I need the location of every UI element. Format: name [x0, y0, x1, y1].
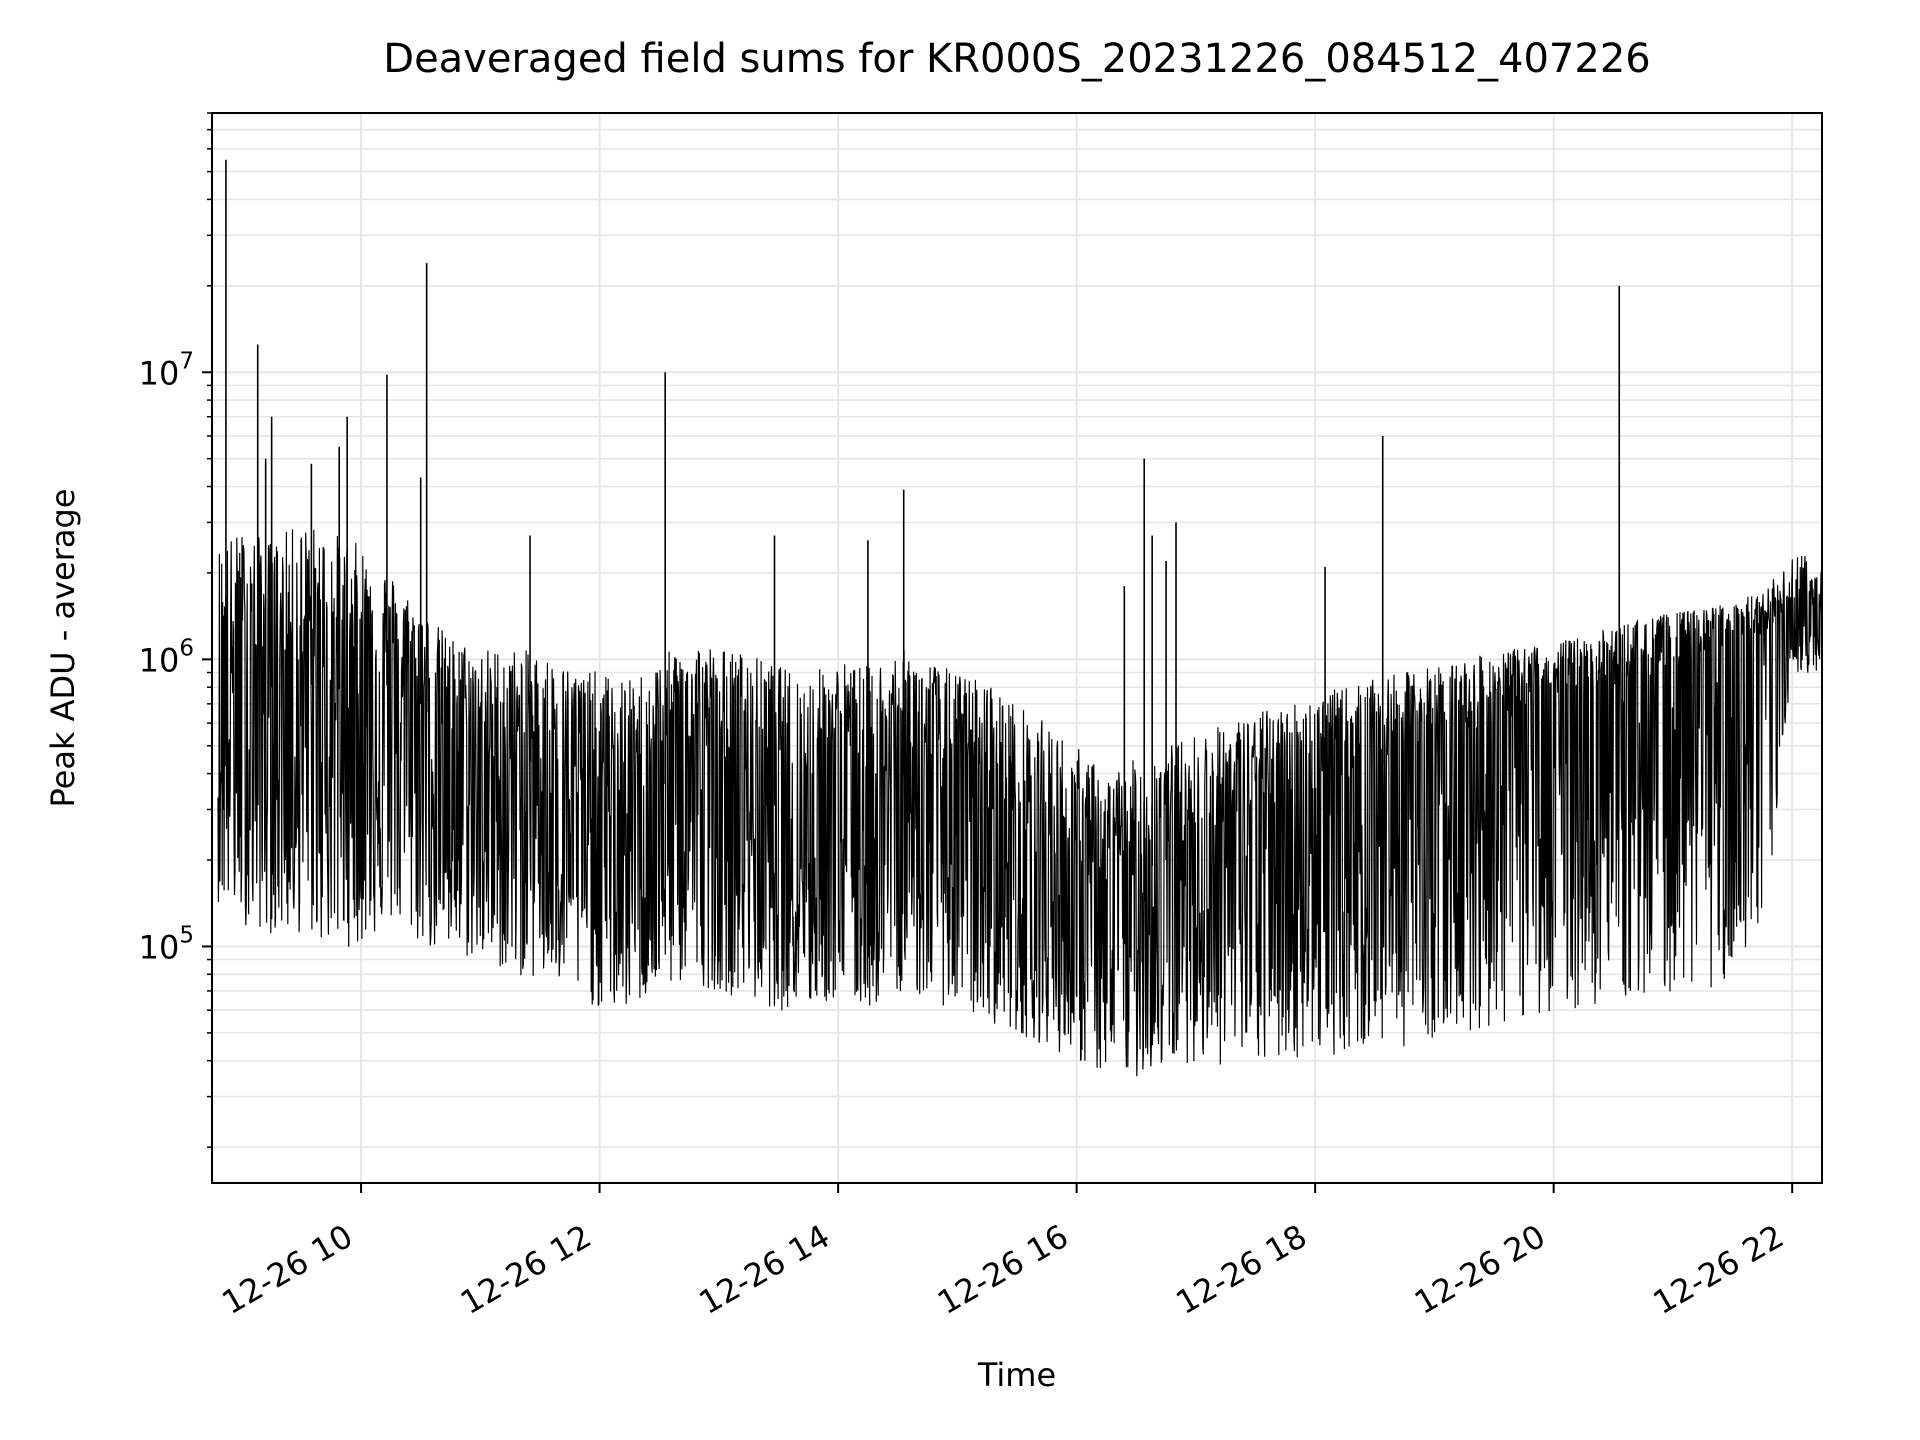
- chart-title: Deaveraged field sums for KR000S_2023122…: [383, 36, 1650, 82]
- y-tick-label: 106: [139, 635, 194, 679]
- y-tick-label: 105: [139, 922, 194, 966]
- plot-frame: [211, 112, 1823, 1184]
- x-axis-title: Time: [977, 1356, 1056, 1394]
- y-axis-title: Peak ADU - average: [44, 489, 82, 808]
- series-layer: [217, 159, 1823, 1077]
- series-line: [217, 529, 1823, 1077]
- y-tick-label: 107: [139, 348, 194, 392]
